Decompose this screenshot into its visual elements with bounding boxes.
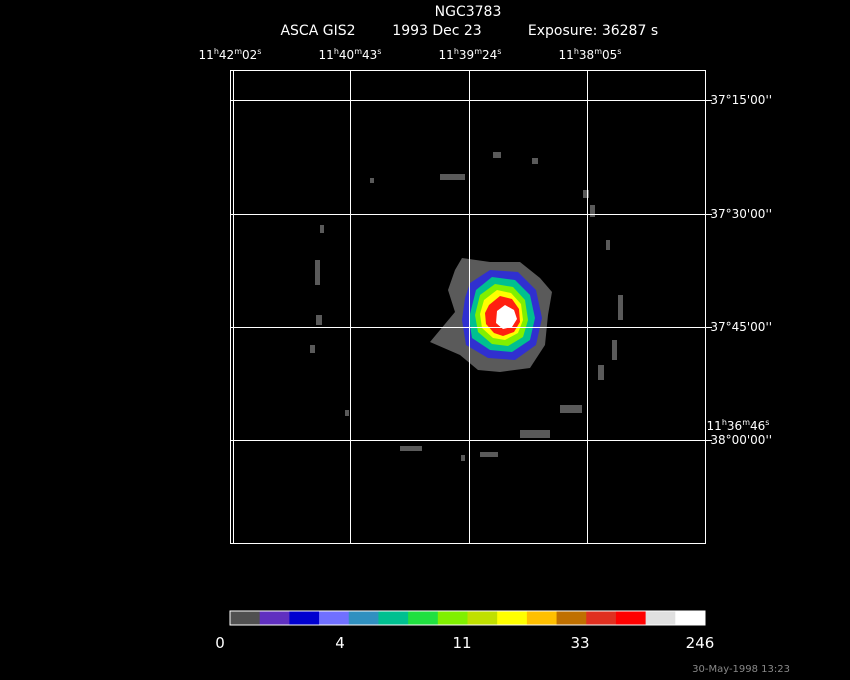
ra-unit: s	[617, 47, 621, 56]
colorbar-label: 0	[215, 634, 225, 652]
ra-value: 11	[439, 48, 454, 62]
ra-unit: s	[377, 47, 381, 56]
ra-value: 11	[199, 48, 214, 62]
colorbar-swatch	[526, 611, 558, 625]
colorbar-swatch	[259, 611, 290, 625]
ra-value: 39	[459, 48, 474, 62]
ra-value: 40	[339, 48, 354, 62]
colorbar-swatch	[467, 611, 498, 625]
ra-unit: h	[574, 47, 579, 56]
colorbar-swatch	[586, 611, 617, 625]
colorbar-swatch	[437, 611, 468, 625]
colorbar-label: 246	[686, 634, 715, 652]
ra-value: 11	[559, 48, 574, 62]
ra-label: 11h39m24s	[439, 47, 502, 62]
colorbar-label: 11	[452, 634, 471, 652]
colorbar-swatch	[319, 611, 350, 625]
ra-unit: h	[454, 47, 459, 56]
ra-value: 02	[242, 48, 257, 62]
coordinate-grid	[230, 70, 712, 544]
ra-unit: m	[234, 47, 242, 56]
colorbar-swatch	[645, 611, 676, 625]
ra-unit: m	[474, 47, 482, 56]
dec-label: -38°00'00''	[706, 433, 772, 447]
dec-label: -37°15'00''	[706, 93, 772, 107]
colorbar-swatch	[378, 611, 409, 625]
dec-label: -37°45'00''	[706, 320, 772, 334]
object-name: NGC3783	[435, 4, 502, 20]
colorbar-frame	[229, 610, 706, 626]
date: 1993 Dec 23	[392, 23, 481, 39]
ra-label: 11h40m43s	[319, 47, 382, 62]
ra-unit: m	[594, 47, 602, 56]
ra-unit: m	[742, 418, 750, 427]
ra-unit: m	[354, 47, 362, 56]
colorbar-swatch	[675, 611, 706, 625]
ra-unit: h	[334, 47, 339, 56]
ra-label: 11h42m02s	[199, 47, 262, 62]
ra-value: 05	[602, 48, 617, 62]
ra-unit: h	[214, 47, 219, 56]
ra-value: 11	[319, 48, 334, 62]
ra-unit: s	[765, 418, 769, 427]
ra-value: 43	[362, 48, 377, 62]
colorbar-swatch	[348, 611, 379, 625]
timestamp: 30-May-1998 13:23	[692, 664, 790, 675]
ra-value: 24	[482, 48, 497, 62]
colorbar-swatch	[289, 611, 320, 625]
ra-unit: s	[257, 47, 261, 56]
ra-value: 46	[750, 419, 765, 433]
instrument: ASCA GIS2	[280, 23, 355, 39]
colorbar-swatch	[497, 611, 528, 625]
ra-value: 36	[727, 419, 742, 433]
colorbar-label: 4	[335, 634, 345, 652]
colorbar-swatch	[230, 611, 261, 625]
ra-unit: s	[497, 47, 501, 56]
exposure: Exposure: 36287 s	[528, 23, 658, 39]
ra-value: 11	[707, 419, 722, 433]
colorbar-label: 33	[570, 634, 589, 652]
colorbar-swatch	[408, 611, 439, 625]
ra-value: 42	[219, 48, 234, 62]
colorbar-swatch	[615, 611, 647, 625]
frame	[230, 70, 706, 544]
ra-label: 11h38m05s	[559, 47, 622, 62]
dec-label: -37°30'00''	[706, 207, 772, 221]
colorbar-swatch	[556, 611, 587, 625]
ra-label: 11h36m46s	[707, 418, 770, 433]
ra-value: 38	[579, 48, 594, 62]
ra-unit: h	[722, 418, 727, 427]
